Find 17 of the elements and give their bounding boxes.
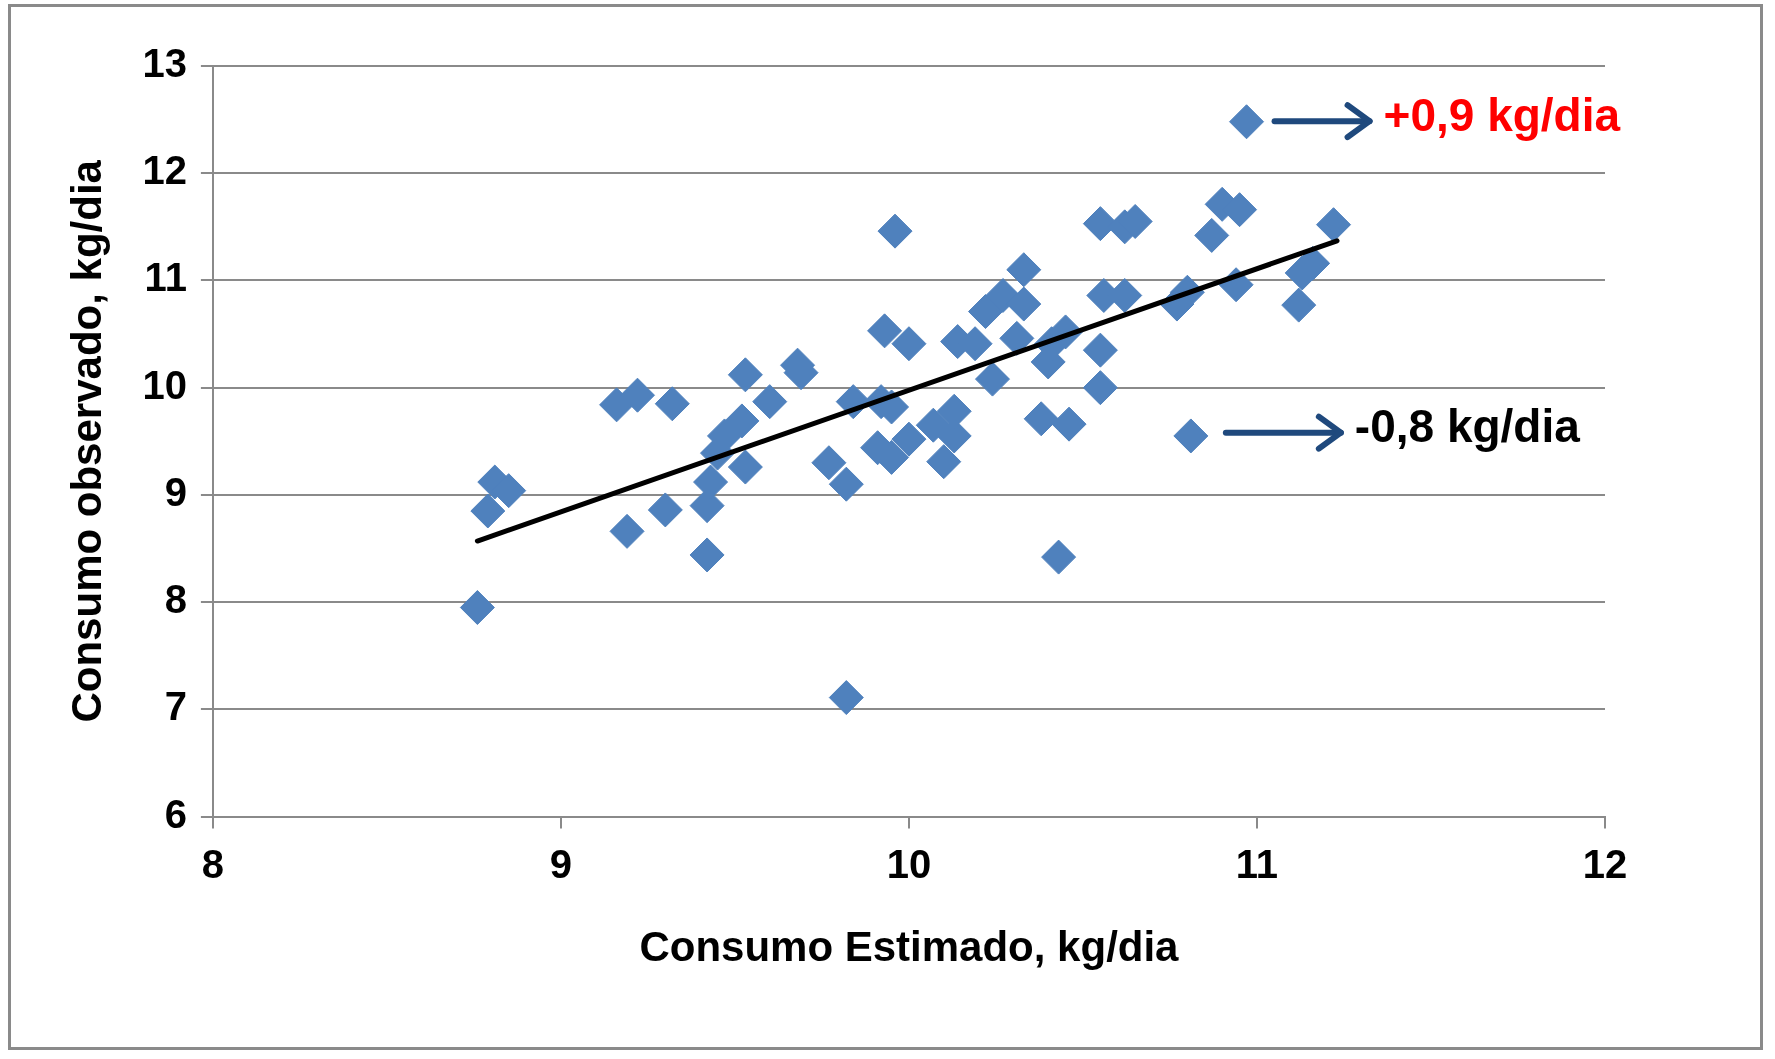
x-tick-label: 11 — [1235, 841, 1279, 886]
y-tick-label: 10 — [142, 362, 187, 407]
y-axis-title: Consumo observado, kg/dia — [62, 159, 110, 723]
y-tick-label: 11 — [144, 255, 187, 300]
x-axis-title: Consumo Estimado, kg/dia — [639, 923, 1180, 971]
x-tick-label: 12 — [1582, 841, 1628, 886]
y-tick-label: 8 — [164, 577, 187, 622]
y-tick-label: 7 — [164, 684, 187, 729]
y-tick-label: 13 — [142, 41, 187, 86]
x-tick-label: 9 — [549, 841, 573, 886]
annotation: -0,8 kg/dia — [1354, 400, 1581, 453]
x-tick-label: 8 — [201, 841, 225, 886]
x-tick-label: 10 — [886, 841, 932, 886]
annotation: +0,9 kg/dia — [1383, 88, 1621, 141]
y-tick-label: 9 — [164, 469, 187, 514]
y-tick-label: 6 — [164, 791, 187, 836]
y-tick-label: 12 — [142, 148, 187, 193]
